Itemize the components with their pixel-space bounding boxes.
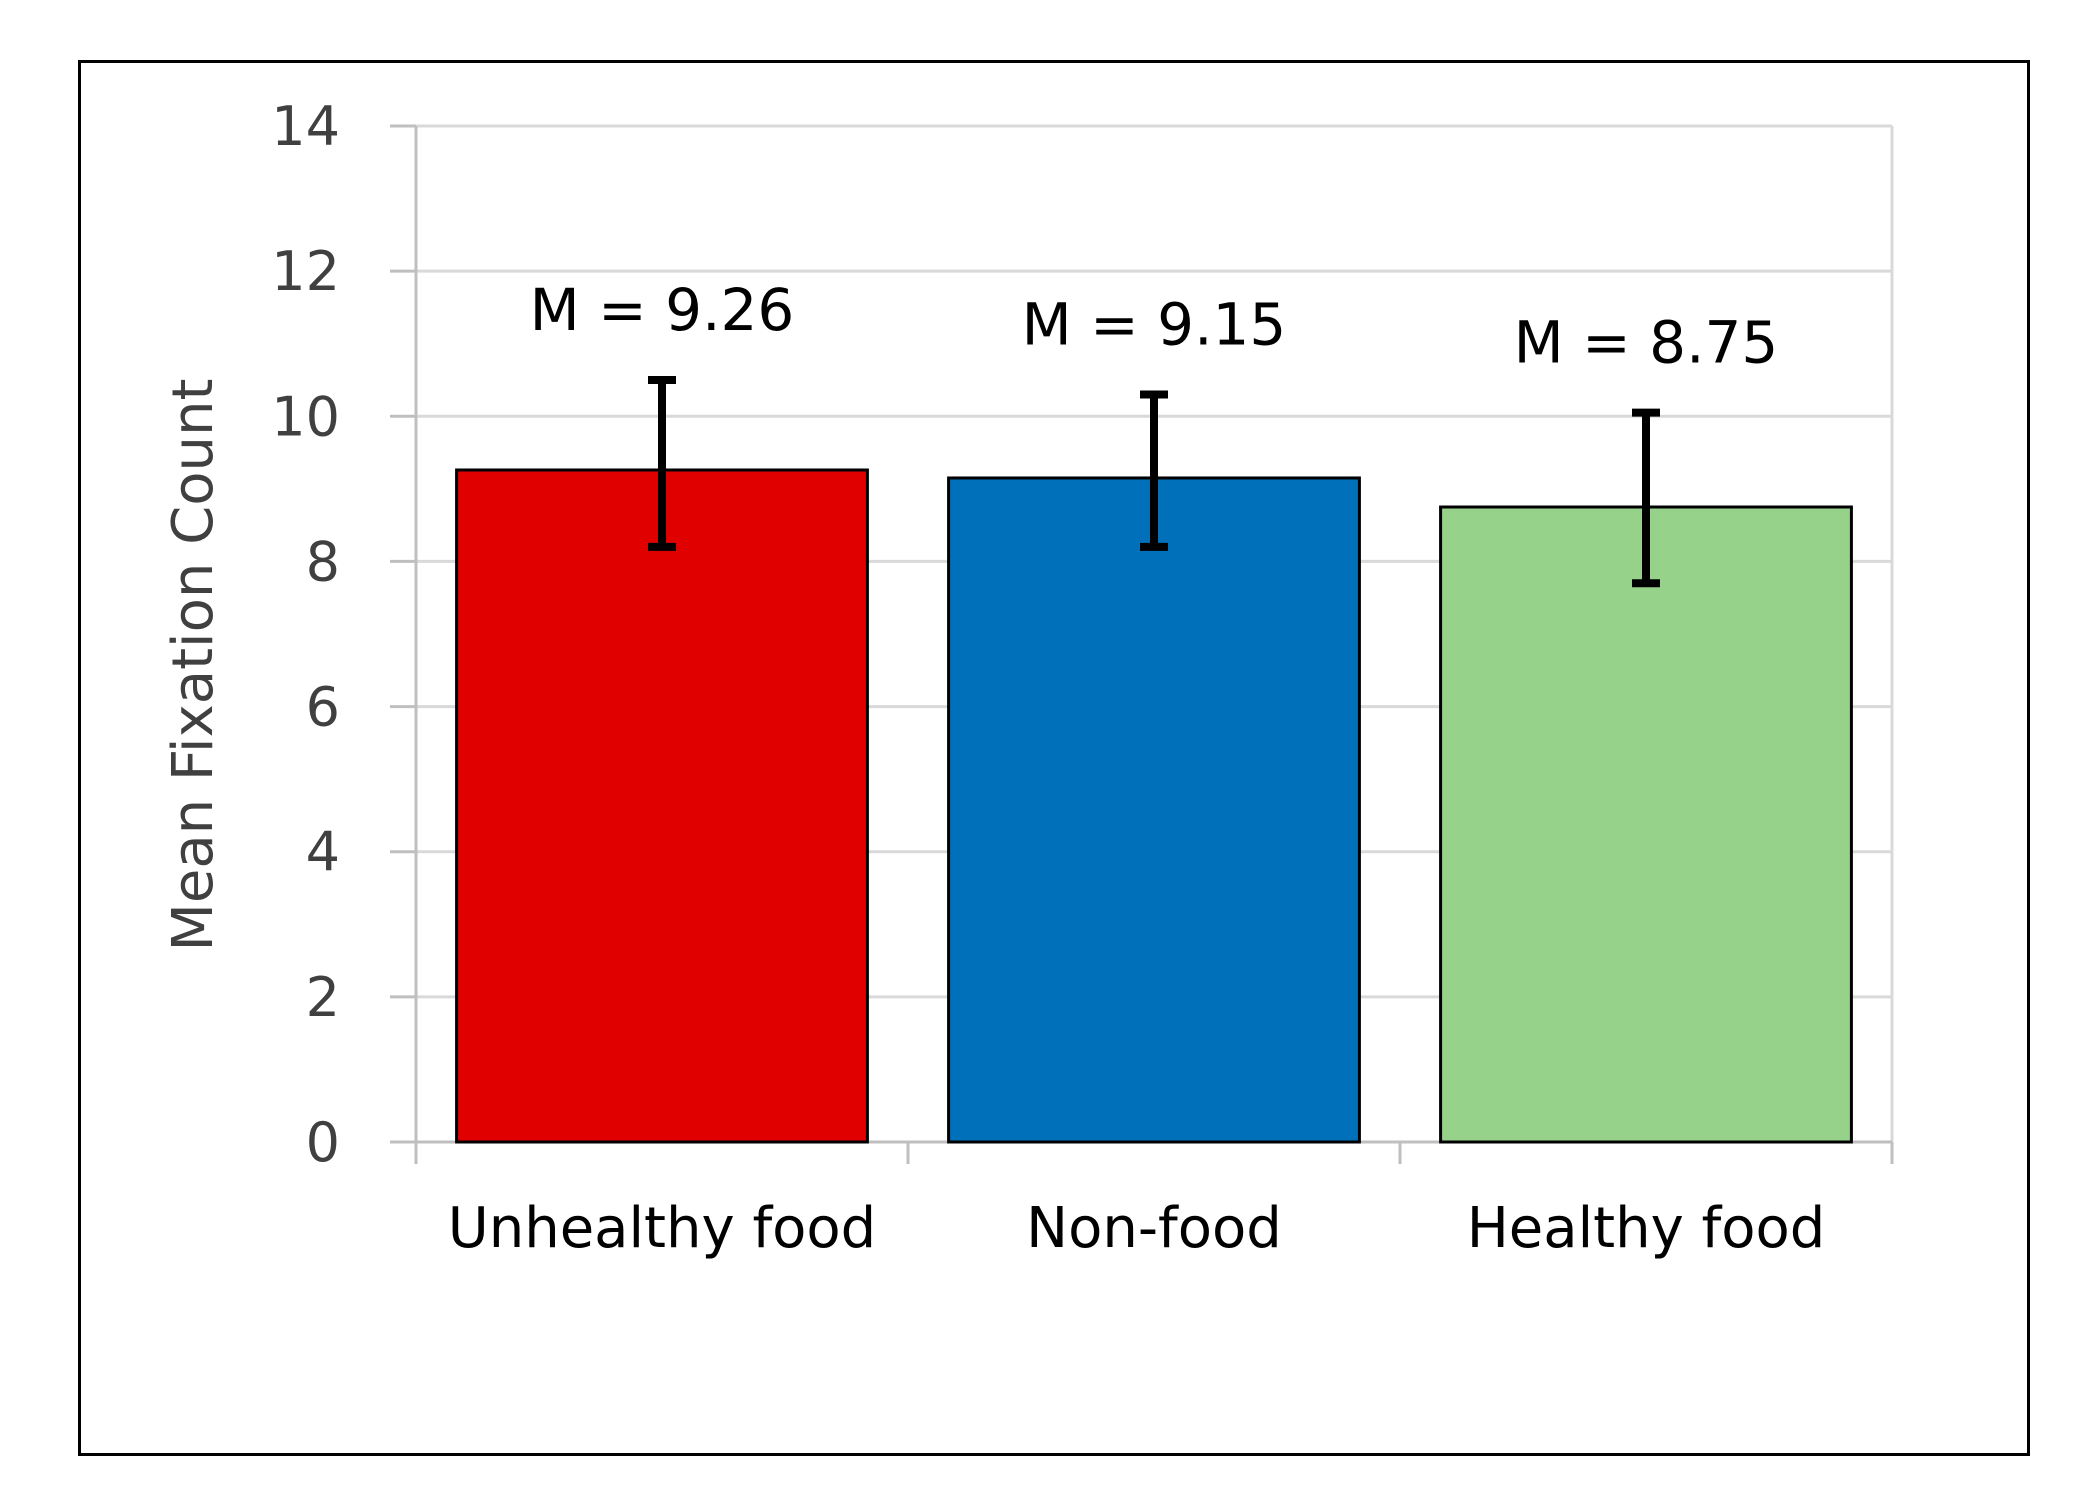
mean-annotation: M = 9.15 bbox=[1022, 291, 1287, 359]
bar bbox=[455, 468, 869, 1144]
mean-annotation: M = 8.75 bbox=[1514, 309, 1779, 377]
x-category-label: Healthy food bbox=[1467, 1196, 1826, 1261]
y-axis-title: Mean Fixation Count bbox=[161, 379, 226, 952]
y-tick-label: 8 bbox=[306, 530, 340, 593]
y-tick-label: 14 bbox=[271, 95, 340, 158]
y-tick-label: 12 bbox=[271, 240, 340, 303]
y-tick-label: 4 bbox=[306, 821, 340, 884]
y-tick-label: 2 bbox=[306, 966, 340, 1029]
y-tick-label: 10 bbox=[271, 385, 340, 448]
bar bbox=[1439, 505, 1853, 1144]
error-bars bbox=[648, 376, 1660, 588]
mean-annotation: M = 9.26 bbox=[530, 276, 795, 344]
bar bbox=[947, 476, 1361, 1144]
y-tick-label: 0 bbox=[306, 1111, 340, 1174]
x-category-label: Non-food bbox=[1026, 1196, 1282, 1261]
labels: 0 2 4 6 8 10 12 14 M = 9.26 Unhealthy food M = 9.1… bbox=[271, 95, 1825, 1261]
y-tick-label: 6 bbox=[306, 676, 340, 739]
x-category-label: Unhealthy food bbox=[448, 1196, 876, 1261]
